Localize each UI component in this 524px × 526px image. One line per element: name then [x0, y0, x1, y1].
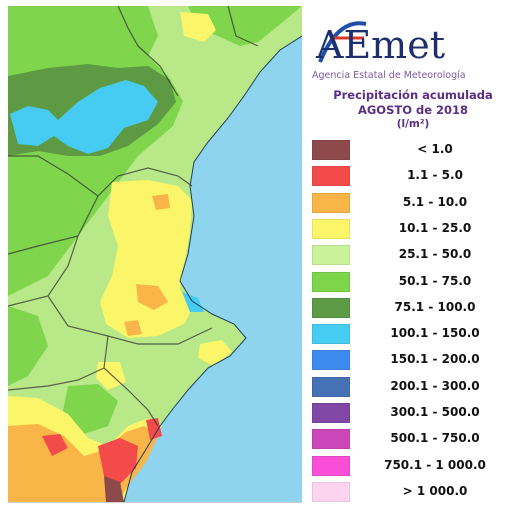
legend-row: > 1 000.0	[312, 481, 522, 502]
map-unit: (l/m²)	[396, 118, 430, 130]
map-title-line1: Precipitación acumulada	[333, 88, 493, 102]
legend-label: 50.1 - 75.0	[398, 273, 472, 288]
legend-label: 10.1 - 25.0	[398, 220, 472, 235]
legend-row: 150.1 - 200.0	[312, 350, 522, 371]
legend-swatch	[312, 218, 350, 239]
legend-panel: AEmet Agencia Estatal de Meteorología Pr…	[302, 0, 524, 526]
legend-label: 150.1 - 200.0	[390, 352, 480, 367]
legend-row: 25.1 - 50.0	[312, 245, 522, 266]
region-5-10-a	[136, 284, 168, 310]
legend-row: 500.1 - 750.0	[312, 429, 522, 450]
logo-swoosh	[318, 21, 367, 63]
legend-swatch	[312, 271, 350, 292]
legend-row: < 1.0	[312, 140, 522, 160]
legend-row: 75.1 - 100.0	[312, 297, 522, 318]
region-10-25-coast	[100, 180, 194, 338]
legend-row: 50.1 - 75.0	[312, 271, 522, 292]
legend-row: 300.1 - 500.0	[312, 403, 522, 423]
legend-swatch	[312, 297, 350, 318]
legend-label: 500.1 - 750.0	[390, 431, 480, 446]
legend-label: 100.1 - 150.0	[390, 326, 480, 341]
region-100-150	[10, 80, 158, 154]
legend-label: 75.1 - 100.0	[394, 299, 476, 314]
region-5-10-b	[152, 194, 170, 210]
legend-label: > 1 000.0	[402, 483, 468, 498]
region-1-5-c	[146, 418, 162, 440]
legend-row: 750.1 - 1 000.0	[312, 455, 522, 476]
coastline	[123, 35, 302, 502]
region-50-75-north	[188, 6, 302, 46]
legend-label: 300.1 - 500.0	[390, 405, 480, 419]
legend-label: < 1.0	[417, 142, 453, 156]
aemet-logo: AEmet	[315, 21, 445, 67]
legend-row: 5.1 - 10.0	[312, 192, 522, 213]
legend-swatch	[312, 192, 350, 213]
legend-swatch	[312, 350, 350, 371]
legend-label: 750.1 - 1 000.0	[384, 457, 486, 472]
legend-row: 1.1 - 5.0	[312, 166, 522, 187]
region-1-5-a	[98, 438, 138, 484]
legend-swatch	[312, 245, 350, 266]
province-borders	[8, 6, 259, 427]
legend-label: 5.1 - 10.0	[402, 194, 468, 209]
region-lt-1	[104, 476, 124, 502]
legend-swatch	[312, 324, 350, 345]
legend-swatch	[312, 166, 350, 187]
precipitation-map	[8, 6, 302, 503]
region-5-10-c	[124, 320, 142, 336]
legend-row: 200.1 - 300.0	[312, 376, 522, 397]
legend-swatch	[312, 403, 350, 423]
legend-swatch	[312, 140, 350, 160]
region-10-25-cape	[198, 340, 232, 366]
agency-name: Agencia Estatal de Meteorología	[312, 70, 466, 81]
legend-row: 100.1 - 150.0	[312, 324, 522, 345]
legend-label: 1.1 - 5.0	[407, 168, 463, 183]
legend-label: 25.1 - 50.0	[398, 247, 472, 262]
map-title-line2: AGOSTO de 2018	[357, 103, 469, 117]
region-50-75-south	[63, 384, 118, 436]
region-1-5-b	[42, 434, 68, 456]
legend-swatch	[312, 376, 350, 397]
legend-swatch	[312, 481, 350, 502]
region-50-75-west	[8, 306, 48, 386]
legend-row: 10.1 - 25.0	[312, 218, 522, 239]
region-10-25-mid	[96, 362, 126, 390]
legend-label: 200.1 - 300.0	[390, 378, 480, 393]
logo-text: AEmet	[315, 23, 445, 67]
legend-swatch	[312, 429, 350, 450]
region-10-25-north	[180, 12, 216, 42]
legend-swatch	[312, 455, 350, 476]
